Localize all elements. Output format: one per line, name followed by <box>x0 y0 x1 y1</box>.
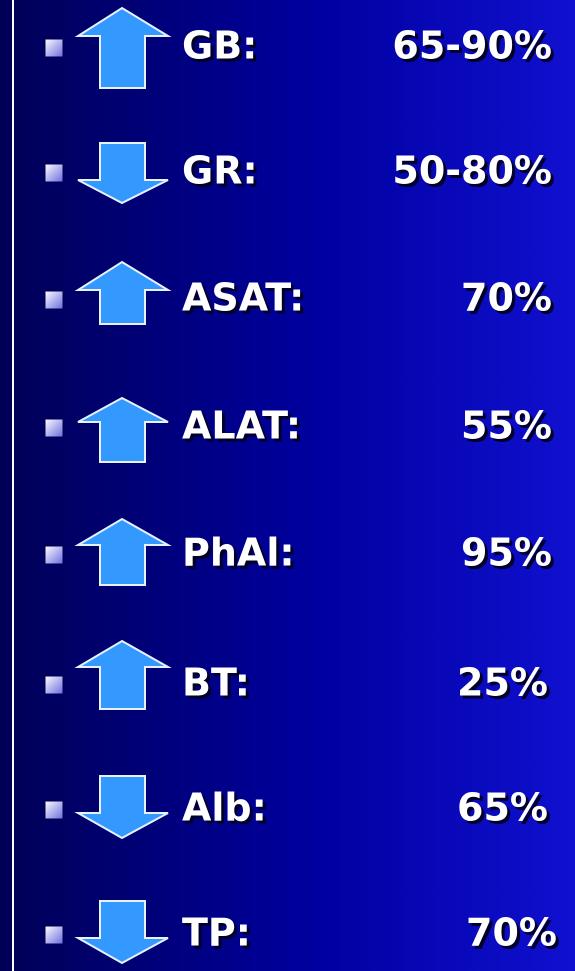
arrow-up <box>74 6 172 89</box>
list-item: ASAT: 70% <box>44 260 552 325</box>
bullet <box>44 545 64 565</box>
bullet <box>44 38 64 58</box>
list-item: GB: 65-90% <box>44 6 552 89</box>
item-value: 25% <box>457 661 548 705</box>
item-label: ASAT: <box>182 276 304 320</box>
arrow-down <box>77 142 169 205</box>
arrow-up <box>74 260 172 325</box>
item-label: TP: <box>182 911 251 955</box>
list-item: BT: 25% <box>44 639 548 710</box>
item-value: 95% <box>461 531 552 575</box>
list-item: GR: 50-80% <box>44 142 552 205</box>
list-item: TP: 70% <box>44 900 557 965</box>
arrow-down <box>74 775 169 840</box>
list-item: PhAl: 95% <box>44 517 552 586</box>
item-value: 65-90% <box>392 24 552 68</box>
bullet <box>44 163 64 183</box>
bullet <box>44 675 64 695</box>
item-value: 70% <box>461 276 552 320</box>
arrow-up <box>77 396 169 463</box>
item-value: 55% <box>461 404 552 448</box>
arrow-up <box>74 639 172 710</box>
item-value: 65% <box>457 786 548 830</box>
list-item: Alb: 65% <box>44 775 548 840</box>
item-label: GB: <box>182 24 257 68</box>
item-value: 70% <box>466 911 557 955</box>
item-label: ALAT: <box>182 404 301 448</box>
bullet <box>44 800 64 820</box>
item-label: Alb: <box>182 786 267 830</box>
item-label: GR: <box>182 149 258 193</box>
arrow-down <box>74 900 169 965</box>
bullet <box>44 290 64 310</box>
item-label: PhAl: <box>182 531 295 575</box>
bullet <box>44 418 64 438</box>
list-item: ALAT: 55% <box>44 396 552 463</box>
item-label: BT: <box>182 661 250 705</box>
item-value: 50-80% <box>392 149 552 193</box>
bullet <box>44 925 64 945</box>
arrow-up <box>74 517 172 586</box>
